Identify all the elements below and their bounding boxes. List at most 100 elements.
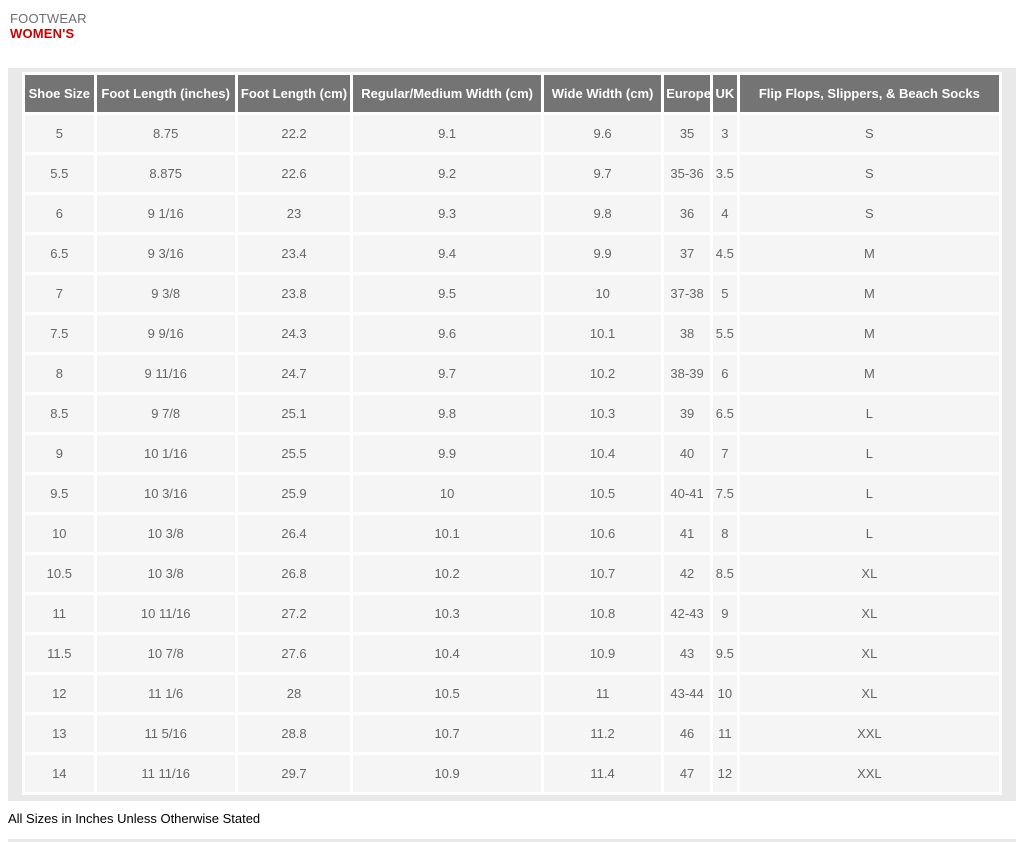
table-cell: 10.3: [353, 595, 541, 632]
table-cell: M: [739, 315, 999, 352]
table-cell: 9 9/16: [96, 315, 235, 352]
table-cell: 10 7/8: [96, 635, 235, 672]
table-row: 8.5 9 7/8 25.1 9.8 10.3 39 6.5 L: [25, 395, 999, 432]
table-cell: 9.3: [353, 195, 541, 232]
table-cell: 6: [25, 195, 94, 232]
table-cell: 40: [664, 435, 710, 472]
table-cell: XXL: [739, 755, 999, 792]
table-cell: XXL: [739, 715, 999, 752]
table-cell: 35: [664, 115, 710, 152]
table-header-cell: Regular/Medium Width (cm): [353, 75, 541, 112]
table-cell: 27.6: [237, 635, 351, 672]
table-cell: 10 3/8: [96, 555, 235, 592]
table-cell: 10.5: [543, 475, 662, 512]
table-cell: 10 11/16: [96, 595, 235, 632]
footnote: All Sizes in Inches Unless Otherwise Sta…: [8, 801, 1016, 839]
table-cell: 28.8: [237, 715, 351, 752]
page-header: FOOTWEAR WOMEN'S: [0, 0, 1024, 41]
table-cell: 23.4: [237, 235, 351, 272]
table-cell: 5.5: [712, 315, 737, 352]
table-cell: 10.2: [543, 355, 662, 392]
table-cell: 22.2: [237, 115, 351, 152]
table-cell: 10.5: [353, 675, 541, 712]
table-cell: XL: [739, 595, 999, 632]
table-cell: M: [739, 355, 999, 392]
table-cell: 38-39: [664, 355, 710, 392]
table-cell: 9.1: [353, 115, 541, 152]
table-cell: 11 11/16: [96, 755, 235, 792]
table-cell: 27.2: [237, 595, 351, 632]
table-cell: 7: [25, 275, 94, 312]
table-cell: 37-38: [664, 275, 710, 312]
table-cell: 11 5/16: [96, 715, 235, 752]
table-cell: 5.5: [25, 155, 94, 192]
table-cell: 10.3: [543, 395, 662, 432]
table-cell: XL: [739, 675, 999, 712]
table-header-row: Shoe Size Foot Length (inches) Foot Length…: [25, 75, 999, 112]
table-cell: 10 3/8: [96, 515, 235, 552]
table-cell: 11: [543, 675, 662, 712]
table-cell: 23: [237, 195, 351, 232]
table-cell: 25.9: [237, 475, 351, 512]
table-cell: 38: [664, 315, 710, 352]
table-cell: 10: [353, 475, 541, 512]
table-cell: 41: [664, 515, 710, 552]
table-cell: 9.4: [353, 235, 541, 272]
table-header-cell: Foot Length (cm): [237, 75, 351, 112]
table-cell: 10: [25, 515, 94, 552]
table-cell: 4.5: [712, 235, 737, 272]
table-cell: 7.5: [712, 475, 737, 512]
table-header-cell: Europe: [664, 75, 710, 112]
table-row: 9 10 1/16 25.5 9.9 10.4 40 7 L: [25, 435, 999, 472]
table-cell: 11: [25, 595, 94, 632]
table-cell: 6.5: [25, 235, 94, 272]
table-cell: 3: [712, 115, 737, 152]
table-cell: S: [739, 115, 999, 152]
table-cell: 8.875: [96, 155, 235, 192]
table-cell: 9.5: [25, 475, 94, 512]
table-cell: 26.8: [237, 555, 351, 592]
table-cell: XL: [739, 635, 999, 672]
table-cell: 9 1/16: [96, 195, 235, 232]
table-cell: 25.1: [237, 395, 351, 432]
table-cell: 9 11/16: [96, 355, 235, 392]
table-cell: 9 3/16: [96, 235, 235, 272]
table-cell: 14: [25, 755, 94, 792]
table-cell: 10: [712, 675, 737, 712]
table-cell: 46: [664, 715, 710, 752]
table-cell: 8: [712, 515, 737, 552]
table-cell: 10.7: [353, 715, 541, 752]
table-header-cell: Foot Length (inches): [96, 75, 235, 112]
size-chart-table: Shoe Size Foot Length (inches) Foot Length…: [22, 72, 1002, 795]
table-cell: 10.1: [353, 515, 541, 552]
table-cell: 29.7: [237, 755, 351, 792]
table-cell: 10.5: [25, 555, 94, 592]
table-cell: 8.5: [25, 395, 94, 432]
table-cell: 10.1: [543, 315, 662, 352]
table-row: 12 11 1/6 28 10.5 11 43-44 10 XL: [25, 675, 999, 712]
table-cell: 10.9: [353, 755, 541, 792]
table-cell: 43: [664, 635, 710, 672]
table-cell: 9 3/8: [96, 275, 235, 312]
table-cell: 12: [25, 675, 94, 712]
table-cell: 9.7: [543, 155, 662, 192]
table-cell: 11 1/6: [96, 675, 235, 712]
table-cell: 10.2: [353, 555, 541, 592]
table-cell: 24.7: [237, 355, 351, 392]
table-cell: XL: [739, 555, 999, 592]
table-cell: 9.6: [353, 315, 541, 352]
table-row: 11.5 10 7/8 27.6 10.4 10.9 43 9.5 XL: [25, 635, 999, 672]
table-cell: 10: [543, 275, 662, 312]
size-chart-table-wrap: Shoe Size Foot Length (inches) Foot Length…: [8, 68, 1016, 801]
table-cell: 10.8: [543, 595, 662, 632]
table-cell: S: [739, 155, 999, 192]
table-cell: 10.9: [543, 635, 662, 672]
table-cell: 47: [664, 755, 710, 792]
table-row: 10.5 10 3/8 26.8 10.2 10.7 42 8.5 XL: [25, 555, 999, 592]
table-header-cell: Wide Width (cm): [543, 75, 662, 112]
table-cell: 9.9: [353, 435, 541, 472]
table-cell: 9: [25, 435, 94, 472]
table-cell: M: [739, 235, 999, 272]
table-cell: 10 1/16: [96, 435, 235, 472]
